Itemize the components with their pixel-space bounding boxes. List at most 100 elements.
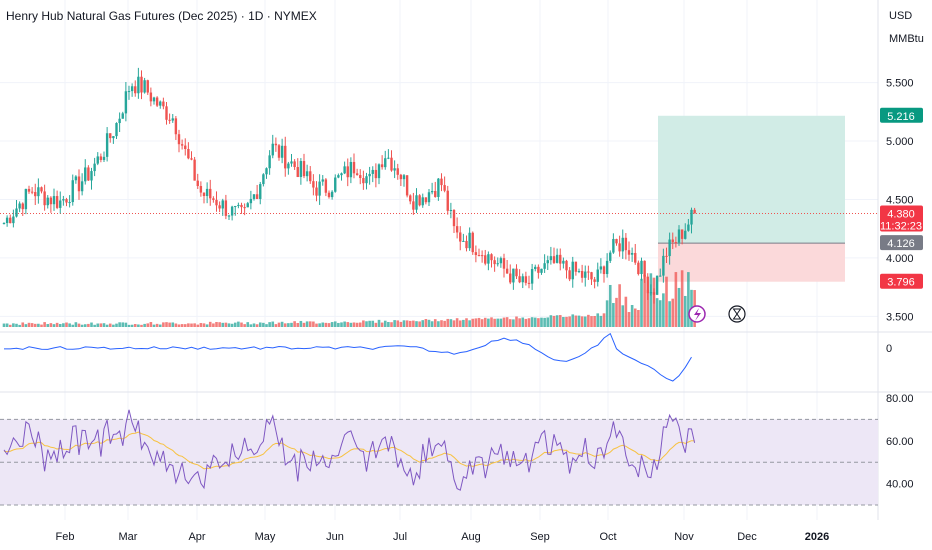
candle-body: [452, 209, 456, 227]
candle-body: [627, 250, 631, 255]
candle-body: [149, 92, 153, 102]
candle-body: [518, 276, 521, 283]
volume-bar: [605, 300, 609, 327]
volume-bar: [230, 323, 234, 327]
candle-body: [134, 86, 137, 94]
candle-body: [437, 178, 440, 197]
price-axis[interactable]: 0 80.00 60.00 40.00 5.500 5.000 4.500 4.000 3.50…: [886, 78, 914, 491]
volume-bar: [583, 316, 587, 327]
candle-body: [565, 260, 568, 271]
volume-bar: [171, 322, 175, 327]
chart-icons[interactable]: [688, 305, 746, 323]
candle-body: [152, 97, 156, 102]
volume-bar: [155, 323, 159, 327]
chart-title: Henry Hub Natural Gas Futures (Dec 2025)…: [6, 9, 317, 23]
oscillator-line: [4, 332, 692, 382]
volume-bar: [271, 321, 275, 327]
candle-body: [571, 261, 574, 280]
candle-body: [343, 166, 346, 174]
volume-bar: [630, 305, 634, 327]
candle-body: [199, 186, 203, 193]
candle-body: [180, 144, 184, 146]
volume-bar: [633, 308, 637, 327]
candle-body: [43, 191, 46, 206]
candle-body: [637, 262, 640, 275]
volume-bar: [305, 321, 309, 327]
candle-body: [540, 268, 543, 273]
volume-bar: [93, 324, 96, 327]
volume-bar: [174, 323, 178, 327]
time-label: Jul: [393, 531, 407, 543]
volume-bar: [205, 324, 209, 327]
volume-bar: [255, 324, 259, 327]
rsi-line: [3, 409, 696, 491]
volume-bar: [68, 323, 71, 327]
volume-bar: [568, 316, 571, 327]
candle-body: [665, 255, 668, 257]
candle-body: [312, 181, 315, 188]
candle-body: [499, 258, 503, 264]
volume-bar: [518, 318, 521, 327]
volume-bar: [521, 317, 525, 327]
candle-body: [121, 113, 124, 119]
volume-bar: [321, 322, 325, 327]
candle-body: [584, 271, 587, 278]
volume-bar: [449, 319, 453, 327]
rsi-tick-label: 60.00: [886, 436, 914, 448]
volume-bar: [499, 318, 503, 327]
volume-bar: [12, 323, 15, 327]
candle-body: [465, 240, 468, 249]
unit-label[interactable]: MMBtu: [889, 33, 924, 45]
volume-bar: [646, 289, 650, 327]
volume-bar: [143, 323, 146, 327]
volume-bar: [343, 321, 346, 327]
volume-bar: [102, 323, 106, 327]
volume-bar: [502, 317, 506, 327]
candle-body: [640, 260, 643, 275]
profit-zone: [658, 115, 845, 244]
volume-bar: [27, 322, 31, 327]
candle-body: [62, 199, 65, 201]
volume-bar: [346, 322, 350, 327]
candle-body: [424, 197, 428, 203]
candle-body: [543, 263, 546, 269]
volume-bar: [168, 322, 171, 327]
candle-body: [577, 271, 581, 273]
candle-body: [165, 106, 168, 120]
candle-body: [271, 143, 274, 156]
candle-body: [680, 229, 684, 239]
candle-body: [427, 192, 431, 203]
candle-body: [159, 101, 162, 106]
long-position-tool[interactable]: [0, 115, 878, 282]
volume-bar: [62, 323, 65, 327]
volume-bar: [2, 323, 6, 327]
candle-body: [459, 232, 462, 242]
volume-bar: [212, 323, 215, 327]
rsi-band: [0, 419, 878, 505]
candle-body: [124, 91, 128, 114]
candle-body: [562, 260, 565, 264]
volume-bar: [58, 323, 62, 327]
volume-bar: [133, 324, 137, 327]
candle-body: [96, 156, 99, 164]
volume-bar: [283, 323, 287, 327]
price-tick-label: 4.500: [886, 194, 914, 206]
volume-bar: [333, 321, 337, 327]
currency-label[interactable]: USD: [889, 10, 913, 22]
candle-body: [65, 199, 68, 203]
volume-bar: [262, 322, 265, 327]
candle-body: [87, 167, 90, 181]
volume-bar: [677, 287, 681, 327]
time-axis[interactable]: Feb Mar Apr May Jun Jul Aug Sep Oct Nov Dec 2026: [56, 531, 830, 543]
volume-bar: [412, 320, 415, 327]
candle-body: [212, 198, 215, 200]
volume-bar: [246, 322, 250, 327]
candle-body: [393, 168, 396, 171]
volume-bar: [440, 320, 443, 327]
volume-bar: [5, 323, 9, 327]
hourglass-glyph: [732, 308, 742, 320]
volume-bar: [558, 315, 562, 327]
volume-bar: [215, 321, 218, 327]
candle-body: [618, 243, 621, 252]
